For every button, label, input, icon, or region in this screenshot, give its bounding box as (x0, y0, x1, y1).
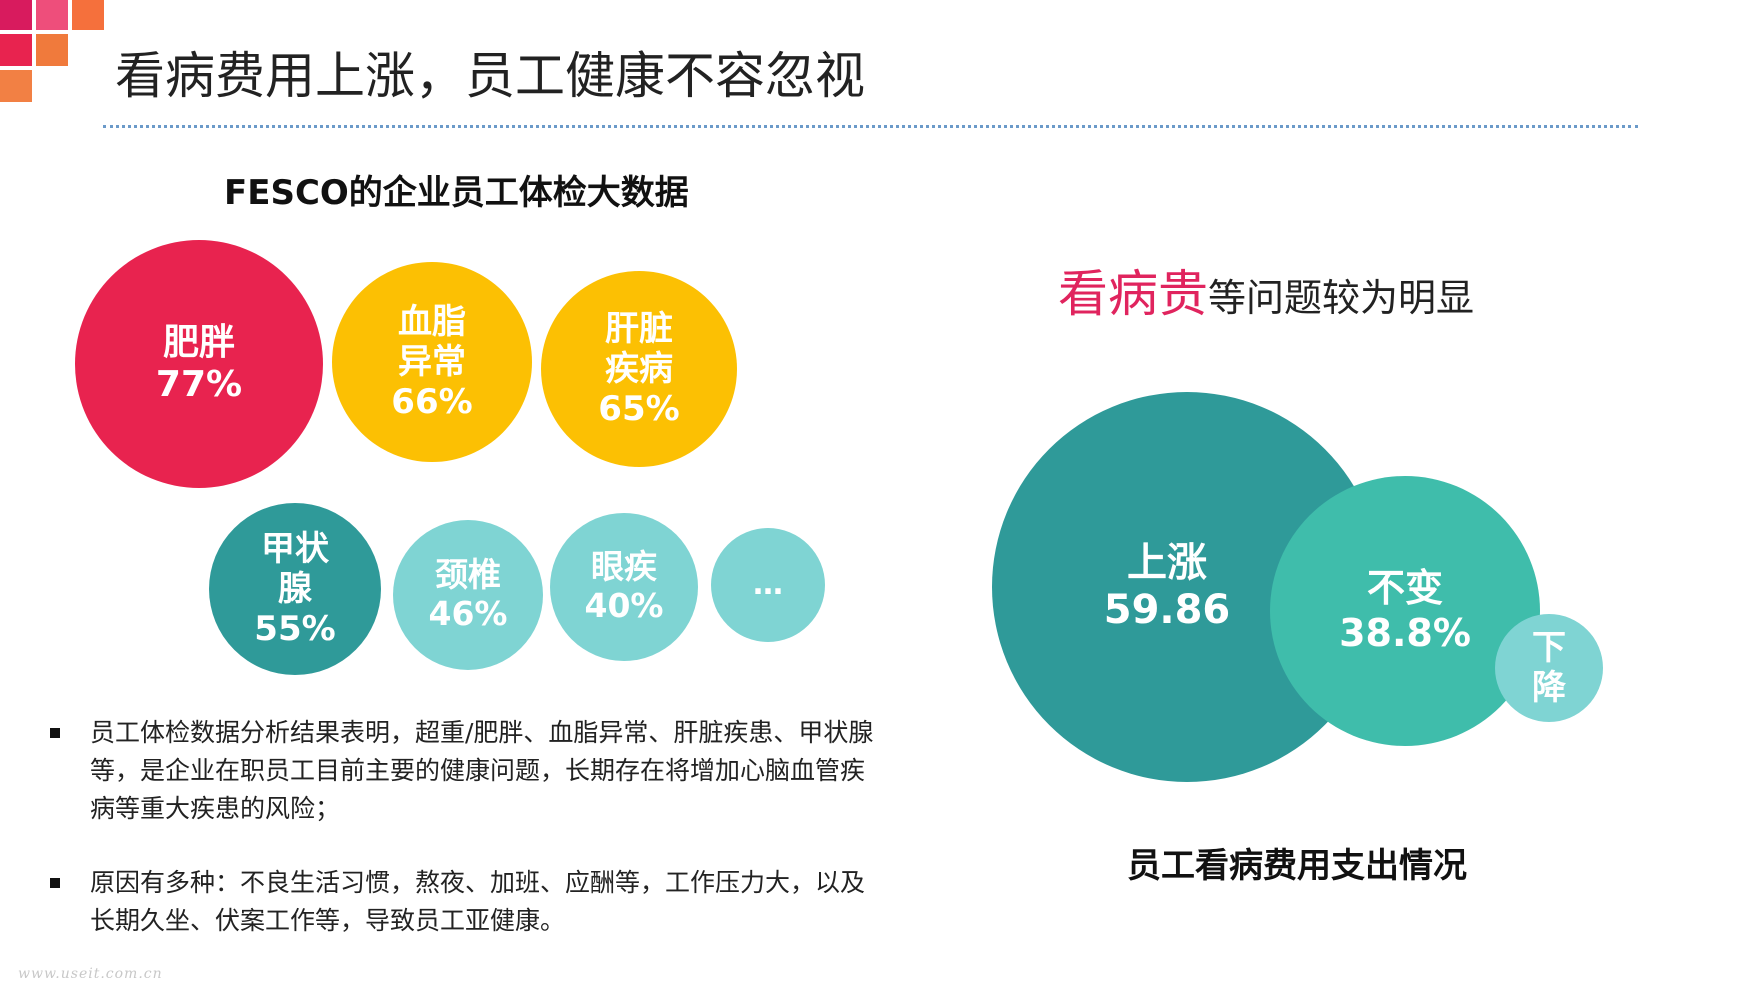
bubble-label: 肝脏 (605, 308, 673, 349)
bubble-label: 腺 (278, 568, 312, 609)
bubble-thyroid: 甲状 腺 55% (209, 503, 381, 675)
bubble-more: … (711, 528, 825, 642)
bubble-label: 肥胖 (162, 321, 235, 363)
bullet-square-icon (50, 878, 60, 888)
bubble-label: 眼疾 (591, 547, 657, 587)
bubble-value: 55% (254, 609, 336, 650)
bubble-label: 上涨 (1127, 539, 1207, 586)
bullet-item: 原因有多种：不良生活习惯，熬夜、加班、应酬等，工作压力大，以及长期久坐、伏案工作… (48, 864, 888, 940)
headline-accent: 看病贵 (1058, 265, 1208, 323)
title-divider (103, 125, 1638, 128)
decor-square (0, 34, 32, 66)
bubble-unchanged: 不变 38.8% (1270, 476, 1540, 746)
right-chart-title: 员工看病费用支出情况 (1127, 846, 1467, 886)
bubble-label: 血脂 (398, 301, 466, 342)
bubble-value: 40% (584, 586, 664, 625)
right-headline: 看病贵等问题较为明显 (1058, 254, 1474, 326)
bubble-value: 65% (598, 389, 680, 430)
decor-square (36, 34, 68, 66)
ellipsis-label: … (753, 567, 783, 603)
bullet-text: 原因有多种：不良生活习惯，熬夜、加班、应酬等，工作压力大，以及长期久坐、伏案工作… (90, 868, 866, 935)
bullet-list: 员工体检数据分析结果表明，超重/肥胖、血脂异常、肝脏疾患、甲状腺等，是企业在职员… (48, 714, 888, 940)
bubble-label: 疾病 (605, 348, 673, 389)
left-section-title: FESCO的企业员工体检大数据 (224, 173, 689, 213)
bubble-eye: 眼疾 40% (550, 513, 698, 661)
bubble-label: 甲状 (261, 528, 329, 569)
decor-square (36, 0, 68, 30)
corner-decoration (0, 0, 110, 110)
bubble-label: 异常 (398, 341, 466, 382)
bubble-label: 降 (1532, 668, 1566, 708)
bubble-value: 46% (428, 594, 508, 633)
bullet-text: 员工体检数据分析结果表明，超重/肥胖、血脂异常、肝脏疾患、甲状腺等，是企业在职员… (90, 718, 874, 823)
bubble-value: 77% (155, 364, 243, 405)
page-title: 看病费用上涨，员工健康不容忽视 (115, 47, 865, 105)
headline-rest: 等问题较为明显 (1208, 276, 1475, 320)
bubble-value: 59.86 (1103, 587, 1231, 633)
bubble-value: 38.8% (1339, 611, 1471, 655)
bullet-item: 员工体检数据分析结果表明，超重/肥胖、血脂异常、肝脏疾患、甲状腺等，是企业在职员… (48, 714, 888, 828)
bubble-value: 66% (391, 382, 473, 423)
watermark: www.useit.com.cn (18, 966, 163, 982)
bubble-obesity: 肥胖 77% (75, 240, 323, 488)
bubble-liver: 肝脏 疾病 65% (541, 271, 737, 467)
bubble-blood-lipid: 血脂 异常 66% (332, 262, 532, 462)
bubble-label: 颈椎 (435, 555, 501, 595)
bubble-label: 下 (1532, 627, 1566, 668)
decor-square (0, 0, 32, 30)
decor-square (0, 70, 32, 102)
bullet-square-icon (50, 728, 60, 738)
bubble-cervical: 颈椎 46% (393, 520, 543, 670)
decor-square (72, 0, 104, 30)
bubble-label: 不变 (1366, 566, 1443, 611)
bubble-decrease: 下 降 (1495, 614, 1603, 722)
